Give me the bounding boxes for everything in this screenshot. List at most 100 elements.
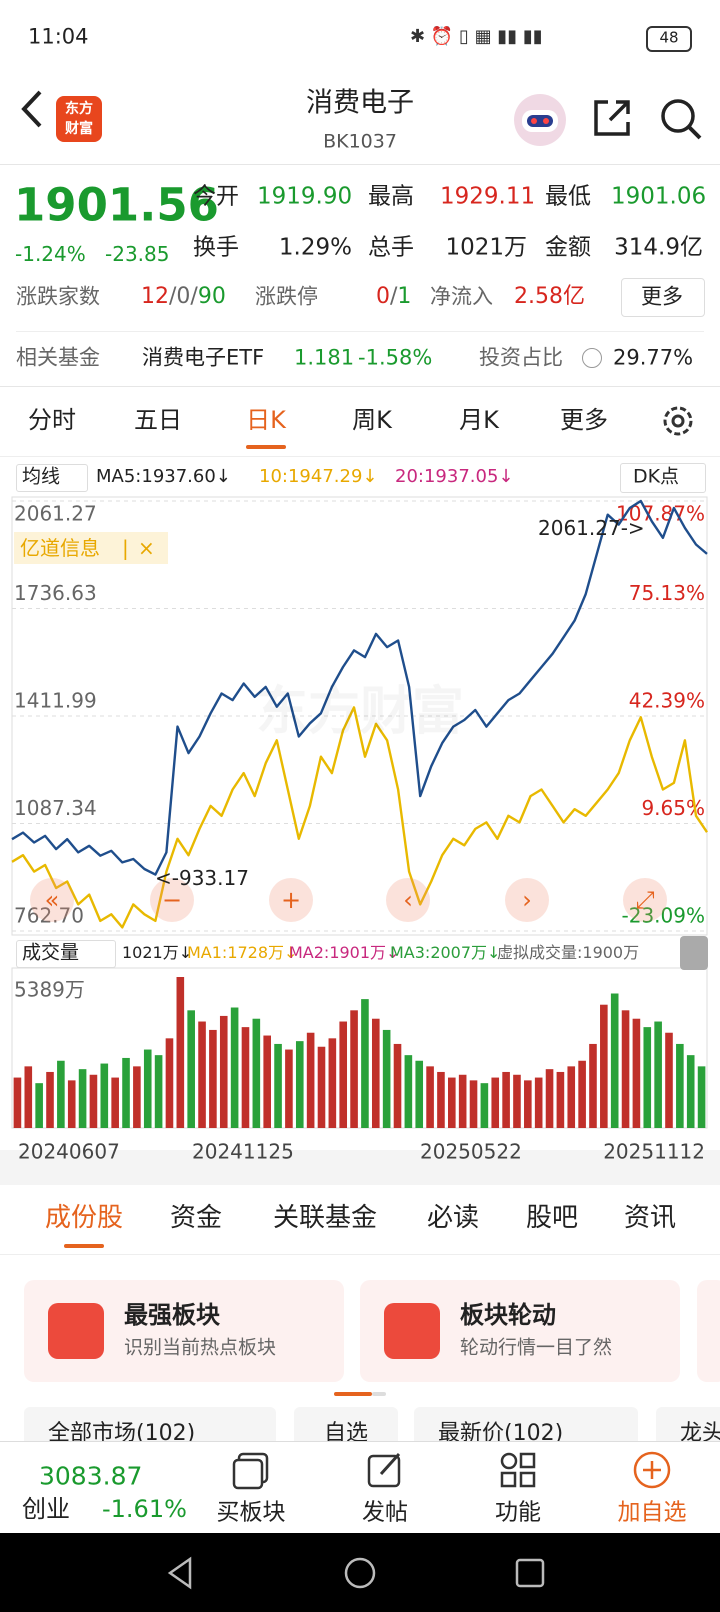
volume-bar [317,1046,326,1128]
bottom-button[interactable]: 发帖 [362,1499,408,1526]
volume-value: 1021万↓ [122,943,193,962]
chart-control[interactable]: ⤢ [623,878,667,922]
period-tab[interactable]: 分时 [28,406,76,434]
volume-bar [263,1035,271,1128]
divider [0,164,720,165]
collapse-button[interactable] [680,936,708,970]
period-tab-active[interactable]: 日K [246,406,286,434]
card-title: 最强板块 [124,1301,220,1329]
sub-tab-active[interactable]: 成份股 [44,1203,124,1233]
x-tick-label: 20240607 [18,1140,120,1164]
chart-control[interactable]: + [269,878,313,922]
limit-down: 1 [397,284,412,309]
volume-bar [578,1060,586,1128]
volume-bar [621,1010,630,1128]
ma5: MA5:1937.60↓ [96,466,231,487]
card-title: 板块轮动 [460,1301,556,1329]
ma-selector[interactable] [16,464,88,492]
overlay-close[interactable]: × [138,536,155,560]
volume-bar [285,1049,293,1128]
chart-control-bg [150,878,194,922]
field-label: 总手 [368,234,414,261]
period-tab[interactable]: 周K [352,406,392,434]
ma10: 10:1947.29↓ [259,466,378,487]
volume-bar [545,1069,554,1128]
chart-control[interactable]: − [150,878,194,922]
more-button-label[interactable]: 更多 [641,284,683,309]
y-tick-label: 1411.99 [14,688,97,712]
chart-control-bg [30,878,74,922]
overlay-tag [14,532,168,564]
volume-label[interactable]: 成交量 [22,941,80,964]
sub-tab[interactable]: 资讯 [623,1203,677,1233]
sub-tab[interactable]: 必读 [426,1203,480,1233]
volume-bar [534,1077,543,1128]
volume-bar [350,1010,358,1128]
field-label: 最低 [545,183,591,210]
nav-bar [0,1533,720,1612]
period-tab[interactable]: 更多 [560,406,608,434]
field-label: 金额 [545,234,591,261]
chart-control-bg [505,878,549,922]
volume-bar [676,1043,684,1128]
volume-bar [230,1007,239,1128]
chart-control[interactable]: « [30,878,74,922]
fund-name[interactable]: 消费电子ETF [142,345,265,370]
search-button[interactable] [658,96,704,142]
logo-text: 东方 [65,101,93,117]
field-label: 最高 [368,183,414,210]
volume-selector[interactable] [16,940,116,968]
volume-bar [67,1080,76,1128]
sub-tab[interactable]: 资金 [169,1203,223,1233]
ma20: 20:1937.05↓ [395,466,514,487]
chart-bottom-band [0,1150,720,1185]
volume-bar [57,1060,65,1128]
volume-bar [252,1018,261,1128]
price-line [11,706,708,929]
fund-price: 1.181 [294,345,355,370]
settings-button[interactable] [660,403,696,439]
chart-control-bg [386,878,430,922]
more-button[interactable] [621,278,705,317]
volume-bar [154,1055,163,1128]
overlay-name: 亿道信息 [20,536,100,560]
help-icon[interactable] [582,348,602,368]
bottom-button[interactable]: 加自选 [617,1499,687,1526]
chart-control-icon: › [522,886,532,914]
period-tab[interactable]: 月K [459,406,499,434]
chart-control[interactable]: › [505,878,549,922]
page-title: 消费电子 [306,87,414,119]
sub-tab[interactable]: 股吧 [525,1203,579,1233]
filter-label[interactable]: 全部市场(102) [48,1421,196,1446]
volume-bar [295,1041,304,1128]
divider [0,1254,720,1255]
filter-label[interactable]: 自选 [323,1421,369,1446]
divider [0,456,720,457]
dk-label[interactable]: DK点 [632,465,680,488]
volume-bar [24,1066,33,1128]
filter-label[interactable]: 龙头 [680,1421,720,1446]
index-name: 创业 [22,1495,70,1523]
nav-buttons[interactable] [160,1555,560,1591]
period-tab[interactable]: 五日 [134,406,182,434]
volume-bar [13,1077,22,1128]
y2-tick-label: 107.87% [616,502,705,526]
bottom-button[interactable]: 买板块 [216,1499,286,1526]
chart-control[interactable]: ‹ [386,878,430,922]
volume-bar [35,1083,43,1128]
volume-bar [404,1055,413,1128]
volume-bar [654,1021,662,1128]
sub-tab[interactable]: 关联基金 [272,1203,378,1233]
assistant-avatar[interactable] [512,92,568,148]
back-button[interactable] [14,84,48,134]
share-button[interactable] [590,96,634,140]
ratio-label: 投资占比 [479,345,563,370]
x-tick-label: 20241125 [192,1140,294,1164]
breadth-down: 90 [197,284,226,309]
filter-label[interactable]: 最新价(102) [438,1421,564,1446]
dk-button[interactable] [620,463,706,493]
ma-selector-label[interactable]: 均线 [22,465,61,488]
bottom-button[interactable]: 功能 [495,1499,541,1526]
